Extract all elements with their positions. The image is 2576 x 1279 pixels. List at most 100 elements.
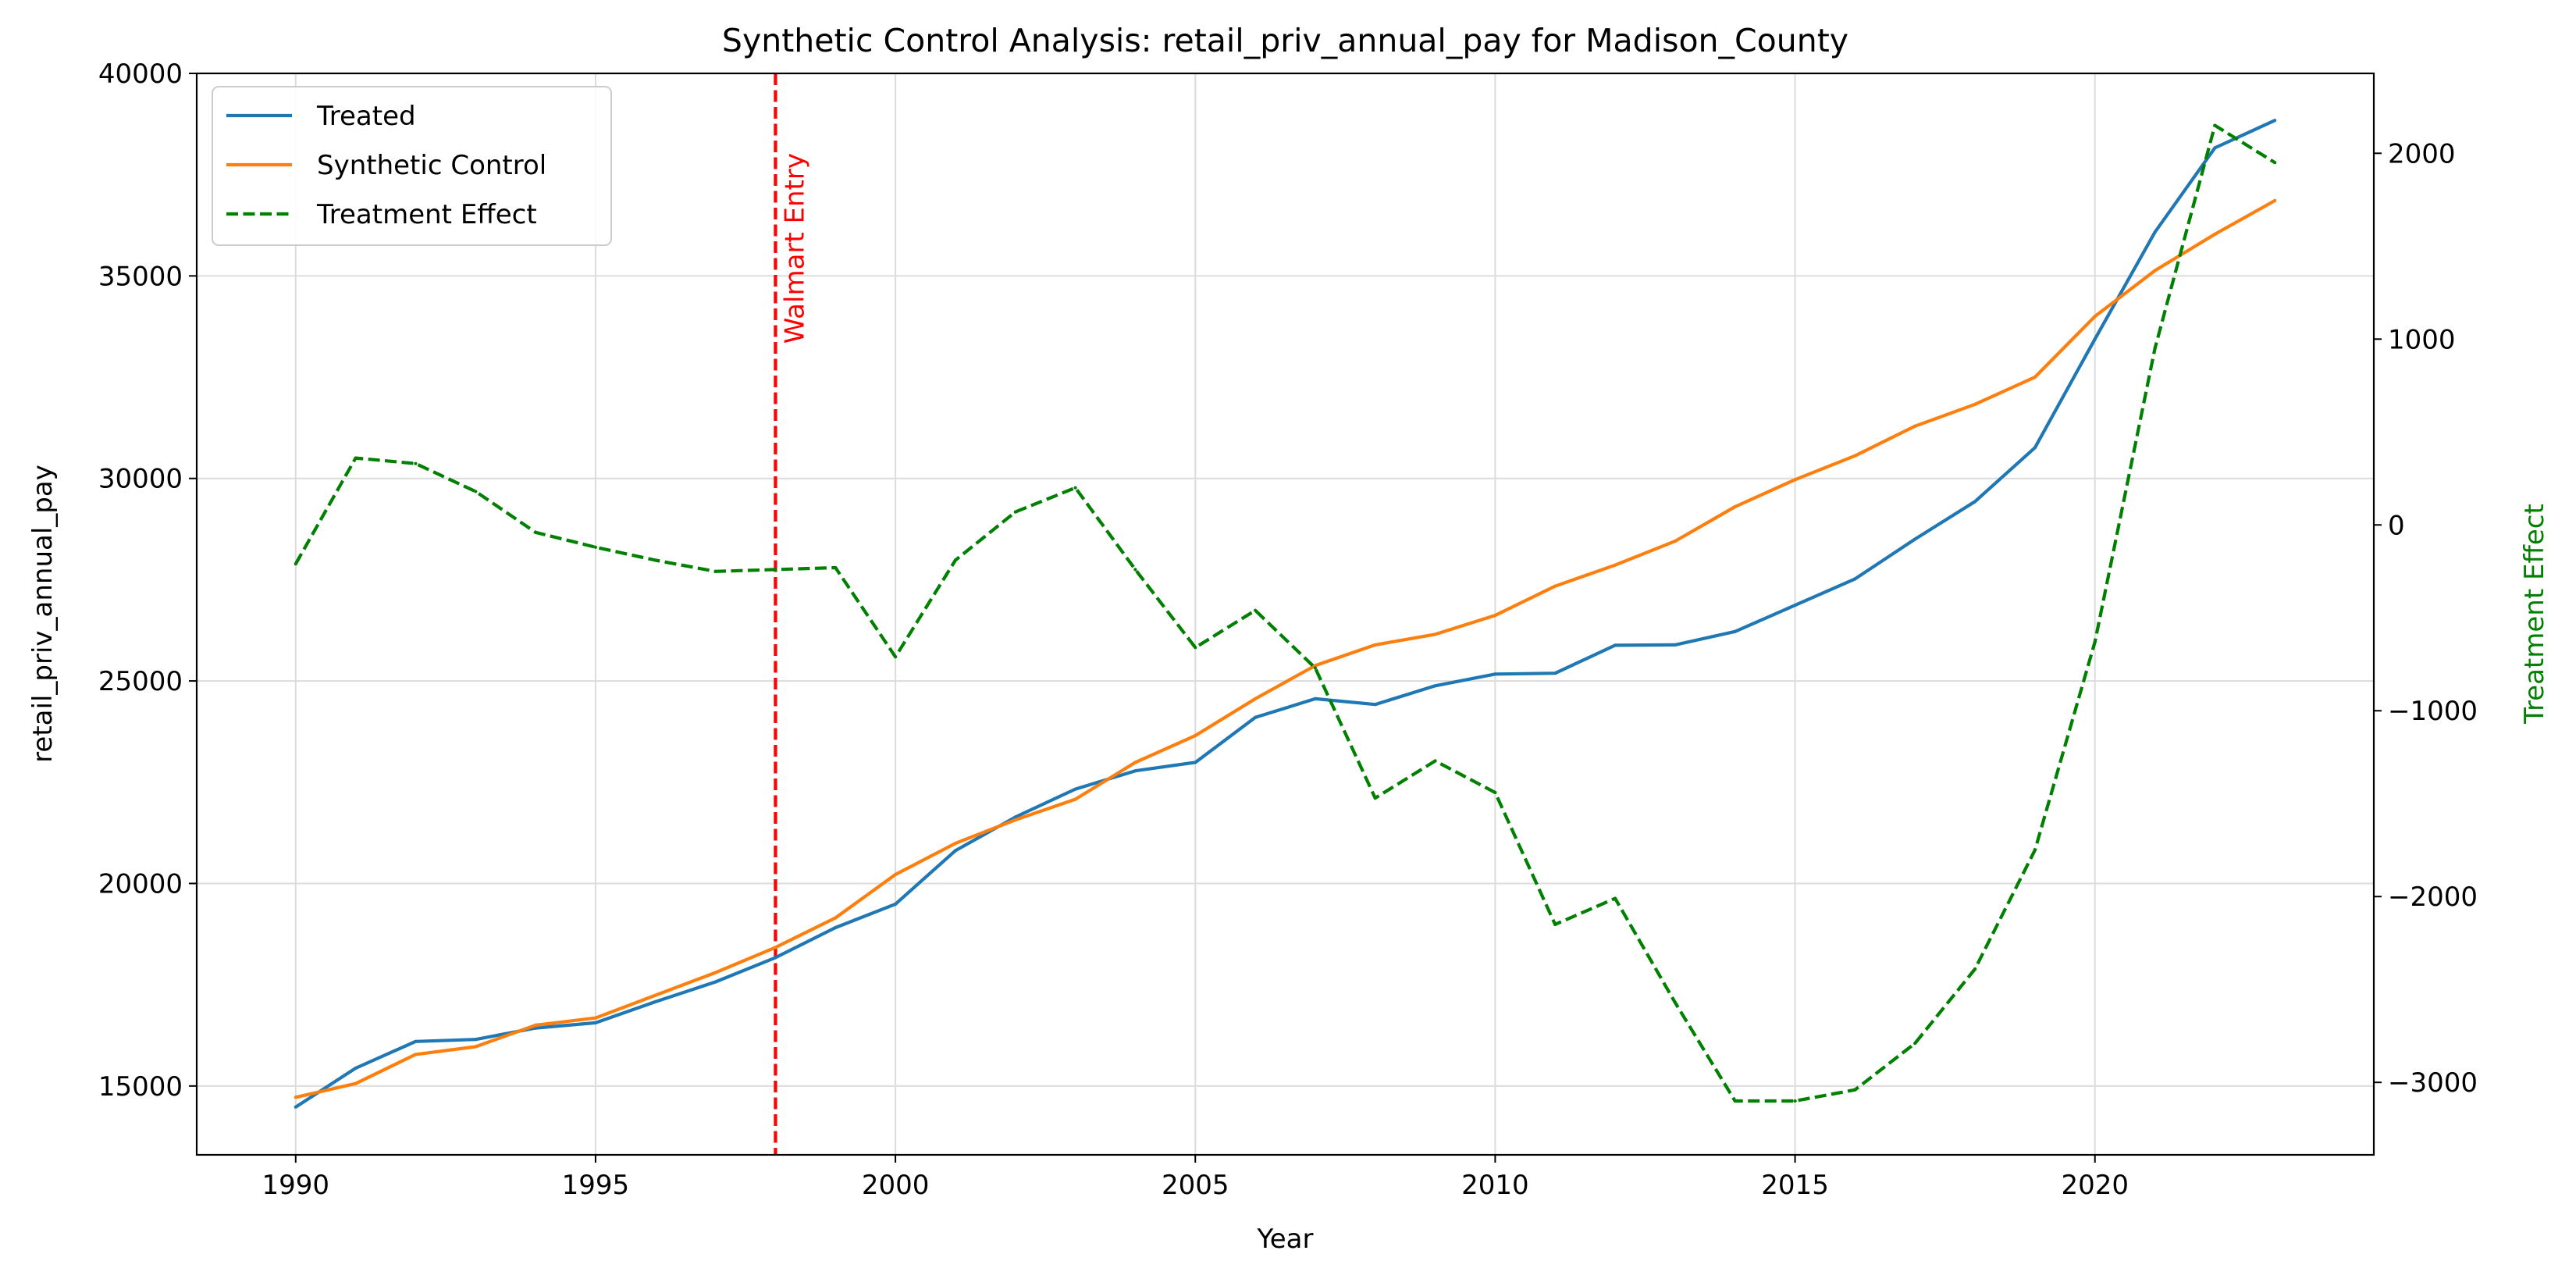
data-point-synthetic-control	[1793, 478, 1797, 482]
data-point-treatment-effect	[1673, 1000, 1677, 1004]
data-point-synthetic-control	[1373, 643, 1377, 647]
data-point-synthetic-control	[894, 872, 898, 877]
legend: Treated Synthetic Control Treatment Effe…	[212, 86, 612, 246]
data-point-treatment-effect	[1373, 796, 1377, 800]
data-point-treatment-effect	[1313, 666, 1317, 670]
y2-tick-label: 0	[2388, 510, 2405, 541]
data-point-synthetic-control	[653, 993, 657, 997]
data-point-treated	[834, 925, 838, 930]
data-point-synthetic-control	[1973, 402, 1977, 406]
y-tick-label: 25000	[98, 666, 183, 697]
data-point-treatment-effect	[414, 461, 418, 465]
data-point-treated	[1733, 629, 1737, 633]
legend-box	[212, 86, 612, 246]
data-point-treatment-effect	[953, 558, 957, 562]
data-point-synthetic-control	[2093, 315, 2097, 319]
series-line-synthetic-control	[295, 199, 2276, 1099]
data-point-treated	[1793, 604, 1797, 607]
x-tick-label: 2005	[1162, 1170, 1229, 1201]
data-point-treated	[774, 956, 777, 960]
data-point-treated	[894, 902, 898, 906]
data-point-treated	[294, 1105, 297, 1109]
data-point-synthetic-control	[1493, 614, 1497, 618]
y-axis-ticks: 15000 20000 25000 30000 35000 40000	[98, 59, 197, 1103]
data-point-treatment-effect	[593, 545, 598, 549]
series-line-treatment-effect	[294, 123, 2276, 1103]
data-point-treatment-effect	[1133, 568, 1137, 572]
data-point-treatment-effect	[713, 569, 717, 573]
data-point-treatment-effect	[474, 490, 478, 493]
y-tick-label: 35000	[98, 261, 183, 292]
data-point-synthetic-control	[2033, 375, 2037, 379]
data-point-treated	[1853, 577, 1857, 581]
legend-label-synthetic-control: Synthetic Control	[317, 150, 546, 181]
data-point-treatment-effect	[1913, 1042, 1917, 1046]
data-point-treatment-effect	[1733, 1099, 1737, 1103]
data-point-treatment-effect	[774, 568, 777, 572]
data-point-treatment-effect	[354, 456, 358, 460]
data-point-synthetic-control	[953, 842, 957, 846]
y-tick-label: 20000	[98, 868, 183, 900]
y2-axis-ticks: −3000 −2000 −1000 0 1000 2000	[2374, 138, 2478, 1099]
data-point-synthetic-control	[2213, 232, 2217, 236]
data-point-treated	[2153, 230, 2157, 234]
data-point-treatment-effect	[2273, 161, 2277, 165]
data-point-synthetic-control	[414, 1053, 418, 1056]
data-point-treatment-effect	[2033, 848, 2037, 852]
annotation-label: Walmart Entry	[779, 153, 810, 344]
data-point-treatment-effect	[294, 562, 297, 566]
data-point-treatment-effect	[653, 558, 657, 562]
data-point-treatment-effect	[1553, 922, 1557, 926]
data-point-treated	[653, 999, 657, 1003]
data-point-treated	[593, 1021, 598, 1024]
data-point-synthetic-control	[1013, 818, 1017, 822]
y2-tick-label: −3000	[2388, 1067, 2478, 1099]
data-point-treated	[354, 1066, 358, 1071]
data-point-synthetic-control	[593, 1016, 598, 1020]
data-point-treatment-effect	[1493, 790, 1497, 795]
data-point-treatment-effect	[2213, 123, 2217, 127]
data-point-synthetic-control	[713, 971, 717, 974]
data-point-synthetic-control	[1254, 697, 1258, 701]
data-point-treatment-effect	[1973, 967, 1977, 971]
x-axis-label: Year	[1257, 1224, 1314, 1255]
x-tick-label: 2020	[2061, 1170, 2129, 1201]
x-tick-label: 1995	[562, 1170, 630, 1201]
data-point-synthetic-control	[474, 1045, 478, 1049]
y2-tick-label: 2000	[2388, 138, 2456, 169]
data-point-synthetic-control	[1133, 761, 1137, 764]
data-point-treated	[1194, 761, 1197, 764]
data-point-synthetic-control	[1073, 797, 1077, 801]
data-point-treatment-effect	[1614, 896, 1617, 900]
data-point-treated	[2033, 446, 2037, 450]
data-point-treatment-effect	[1853, 1088, 1857, 1092]
data-point-treated	[1913, 537, 1917, 541]
data-point-treatment-effect	[1073, 486, 1077, 490]
data-point-synthetic-control	[1853, 454, 1857, 458]
data-point-synthetic-control	[774, 946, 777, 949]
legend-label-treatment-effect: Treatment Effect	[316, 199, 537, 230]
data-point-synthetic-control	[1614, 563, 1617, 567]
data-point-treatment-effect	[534, 530, 538, 534]
y2-axis-label: Treatment Effect	[2519, 504, 2550, 725]
x-axis-ticks: 1990 1995 2000 2005 2010 2015 2020	[262, 1155, 2129, 1201]
data-point-treatment-effect	[1013, 510, 1017, 514]
data-point-synthetic-control	[2153, 269, 2157, 273]
y2-tick-label: −2000	[2388, 882, 2478, 913]
data-point-treated	[1254, 715, 1258, 719]
data-point-treated	[1673, 643, 1677, 647]
data-point-synthetic-control	[2273, 198, 2277, 202]
data-point-synthetic-control	[354, 1081, 358, 1085]
y-tick-label: 40000	[98, 59, 183, 90]
y-tick-label: 30000	[98, 464, 183, 495]
data-point-treatment-effect	[2153, 347, 2157, 351]
x-tick-label: 2000	[862, 1170, 930, 1201]
data-point-treatment-effect	[1254, 608, 1258, 612]
annotation-layer: Walmart Entry	[774, 73, 810, 1155]
data-point-treated	[414, 1039, 418, 1043]
data-point-treated	[953, 849, 957, 853]
legend-label-treated: Treated	[316, 101, 416, 132]
y-axis-label: retail_priv_annual_pay	[27, 465, 59, 763]
x-tick-label: 2015	[1761, 1170, 1829, 1201]
